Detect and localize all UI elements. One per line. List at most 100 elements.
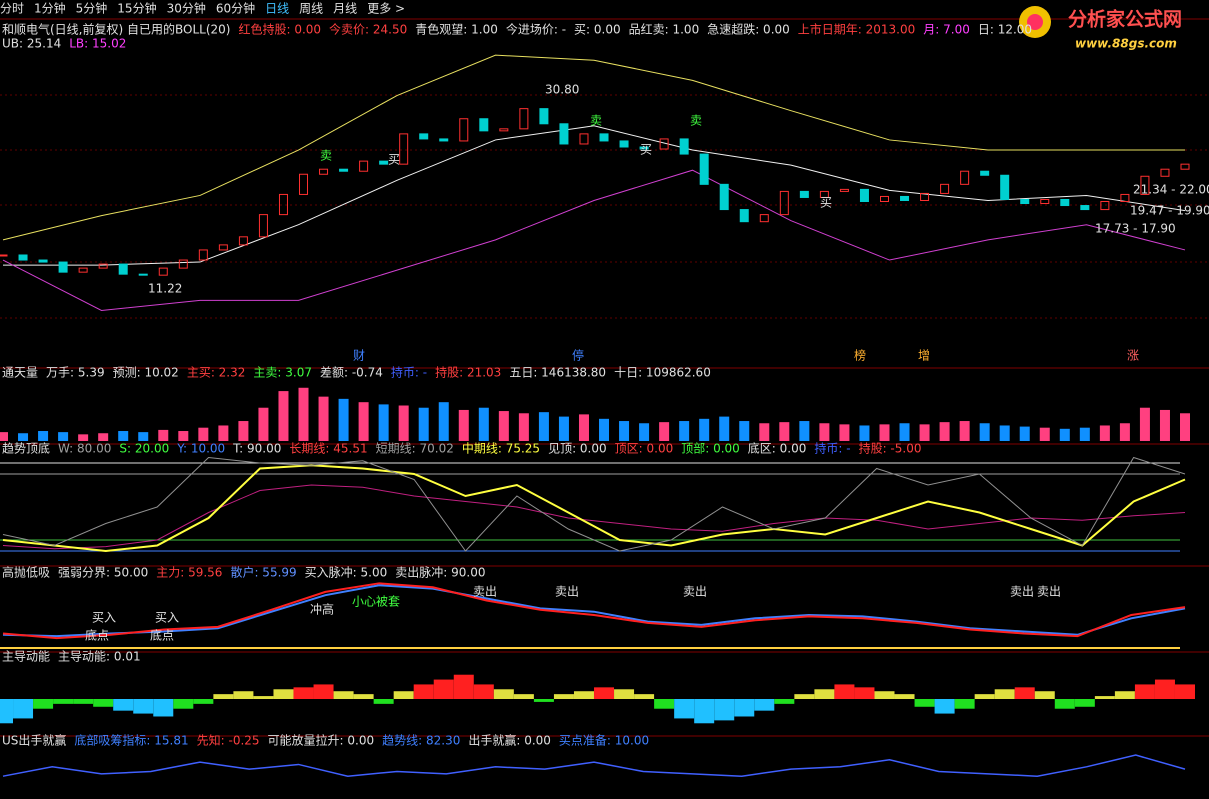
volume-bar — [18, 433, 29, 441]
momentum-bar — [393, 691, 414, 699]
indicator-label: 今进场价: - — [506, 22, 566, 37]
indicator-line — [2, 584, 1186, 638]
candle — [58, 261, 68, 273]
candle — [1040, 198, 1050, 205]
candle — [319, 168, 329, 175]
volume-bar — [238, 421, 249, 441]
momentum-bar — [934, 699, 955, 714]
indicator-label: 先知: -0.25 — [197, 734, 260, 748]
volume-bar — [518, 413, 529, 441]
indicator-label: 强弱分界: 50.00 — [58, 566, 148, 580]
indicator-line — [2, 464, 1186, 553]
volume-bar — [659, 422, 670, 441]
indicator-label: T: 90.00 — [232, 442, 281, 456]
momentum-bar — [433, 679, 454, 699]
menu-tab[interactable]: 日线 — [265, 2, 289, 16]
volume-bar — [979, 423, 990, 441]
volume-bar — [498, 411, 509, 441]
momentum-bar — [674, 699, 695, 719]
candle — [739, 209, 749, 223]
menu-tab[interactable]: 15分钟 — [117, 1, 156, 16]
momentum-bar — [153, 699, 174, 717]
menu-tab[interactable]: 月线 — [333, 2, 357, 16]
momentum-bar — [1014, 687, 1035, 699]
indicator-label: 主卖: 3.07 — [253, 366, 312, 380]
momentum-bar — [73, 699, 94, 704]
candle — [118, 263, 128, 275]
indicator-label: 买: 0.00 — [574, 23, 621, 37]
volume-bar — [438, 402, 449, 441]
volume-bar — [58, 432, 69, 441]
momentum-bar — [213, 694, 234, 699]
indicator-line — [2, 754, 1186, 777]
indicator-label: 主导动能: 0.01 — [58, 650, 141, 664]
indicator-label: 万手: 5.39 — [46, 366, 105, 380]
momentum-bar — [734, 699, 755, 717]
indicator-label: 持币: - — [814, 441, 850, 456]
menu-tab[interactable]: 5分钟 — [76, 1, 108, 16]
chart-note: 涨 — [1127, 348, 1139, 363]
indicator-label: 和顺电气(日线,前复权) 自已用的BOLL(20) — [2, 22, 230, 37]
candle — [799, 190, 809, 198]
volume-bar — [619, 421, 630, 441]
menu-tab[interactable]: 1分钟 — [34, 1, 66, 16]
momentum-bar — [193, 699, 214, 704]
indicator-label: US出手就赢 — [2, 733, 66, 748]
momentum-bar — [0, 699, 13, 724]
indicator-label: 卖出脉冲: 90.00 — [395, 565, 485, 580]
volume-bar — [78, 434, 89, 441]
volume-bar — [378, 404, 389, 441]
chart-note: 买 — [388, 153, 400, 167]
momentum-bar — [874, 691, 895, 699]
indicator-label: 出手就赢: 0.00 — [468, 733, 551, 748]
chart-note: 卖出 — [1010, 585, 1034, 599]
momentum-bar — [1094, 696, 1115, 699]
volume-bar — [538, 412, 549, 441]
candle — [459, 118, 469, 142]
volume-bar — [578, 414, 589, 441]
volume-bar — [1099, 425, 1110, 441]
menu-tab[interactable]: 60分钟 — [216, 1, 255, 16]
indicator-label: 趋势顶底 — [2, 441, 50, 456]
chart-note: 11.22 — [148, 282, 182, 296]
volume-bar — [859, 425, 870, 441]
menu-tab[interactable]: 30分钟 — [167, 1, 206, 16]
candle — [18, 254, 28, 261]
menu-tab[interactable]: 周线 — [299, 2, 323, 16]
indicator-line — [3, 125, 1186, 266]
momentum-bar — [493, 689, 514, 699]
volume-bar — [779, 422, 790, 441]
volume-bar — [138, 432, 149, 441]
volume-bar — [278, 391, 289, 441]
momentum-bar — [453, 674, 474, 699]
candle — [339, 168, 349, 172]
volume-bar — [1059, 428, 1070, 441]
momentum-bar — [954, 699, 975, 709]
chart-note: 17.73 - 17.90 — [1095, 222, 1176, 236]
volume-bar — [759, 423, 770, 441]
volume-bar — [318, 396, 329, 441]
indicator-label: S: 20.00 — [119, 442, 169, 456]
volume-bar — [1159, 409, 1170, 441]
volume-bar — [879, 424, 890, 441]
indicator-label: 买点准备: 10.00 — [559, 734, 649, 748]
candle — [379, 160, 389, 165]
momentum-bar — [894, 694, 915, 699]
momentum-bar — [513, 694, 534, 699]
momentum-bar — [553, 694, 574, 699]
candle — [920, 192, 930, 201]
candle — [138, 273, 148, 276]
indicator-label: 见顶: 0.00 — [548, 442, 607, 456]
candle — [218, 244, 228, 251]
chart-note: 30.80 — [545, 83, 579, 97]
menu-tab[interactable]: 更多 > — [367, 2, 405, 16]
indicator-label: 底区: 0.00 — [748, 441, 807, 456]
candle — [98, 263, 108, 269]
candle — [619, 140, 629, 148]
volume-bar — [458, 409, 469, 441]
menu-tab[interactable]: 分时 — [0, 2, 24, 16]
chart-note: 财 — [353, 349, 365, 363]
indicator-label: 短期线: 70.02 — [376, 442, 454, 456]
candle — [599, 133, 609, 142]
